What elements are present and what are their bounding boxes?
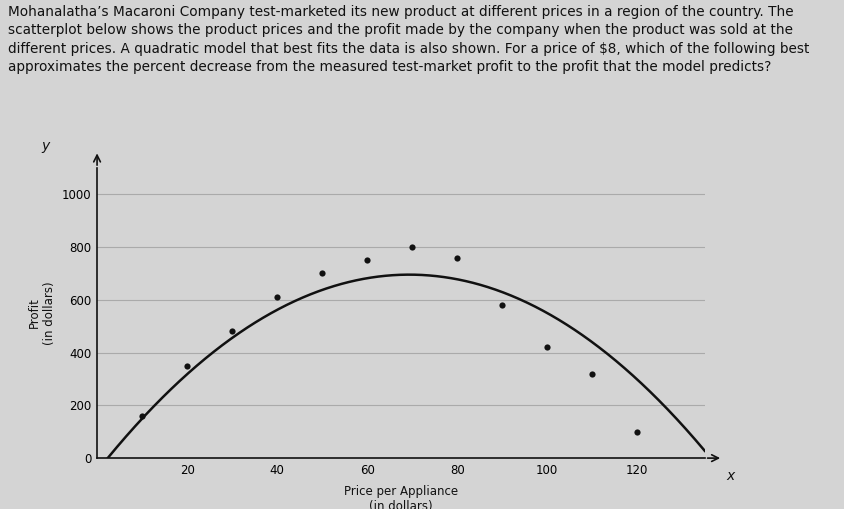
Point (495, 301, 509, 309)
Text: Mohanalatha’s Macaroni Company test-marketed its new product at different prices: Mohanalatha’s Macaroni Company test-mark… (8, 5, 809, 74)
Y-axis label: Profit
(in dollars): Profit (in dollars) (29, 281, 57, 345)
Point (630, 428, 644, 436)
Point (181, 362, 194, 370)
Point (316, 269, 329, 277)
Point (225, 327, 239, 335)
Point (270, 293, 284, 301)
Point (135, 412, 149, 420)
Text: y: y (41, 139, 50, 154)
X-axis label: Price per Appliance
(in dollars): Price per Appliance (in dollars) (344, 485, 458, 509)
Point (451, 253, 464, 262)
Point (405, 243, 419, 251)
Point (586, 370, 599, 378)
Text: x: x (726, 468, 734, 483)
Point (360, 256, 374, 264)
Point (540, 343, 554, 351)
